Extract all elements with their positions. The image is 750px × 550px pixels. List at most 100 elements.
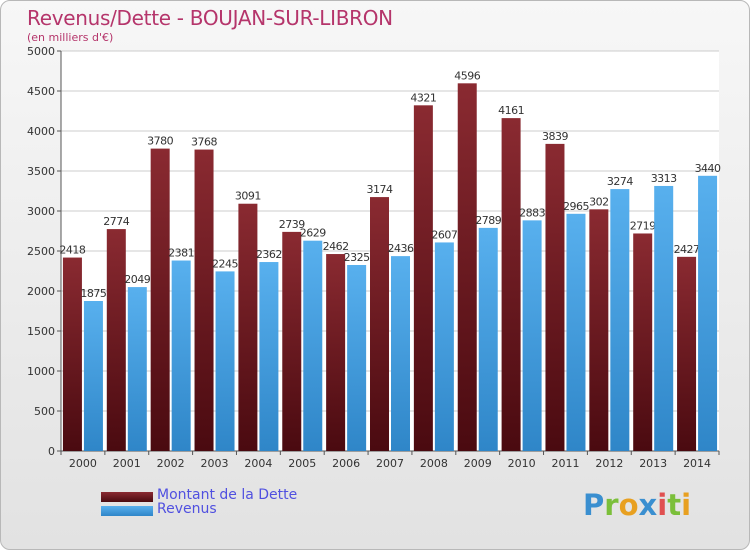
data-label: 2739 <box>279 218 305 231</box>
data-label: 2436 <box>388 242 414 255</box>
x-tick-label: 2000 <box>69 457 97 470</box>
bar-revenus <box>171 260 191 451</box>
y-tick-label: 5000 <box>27 45 55 58</box>
data-label: 2965 <box>563 200 589 213</box>
data-label: 2381 <box>168 247 194 260</box>
bar-dette <box>326 254 346 451</box>
data-label: 2774 <box>103 215 129 228</box>
x-tick-label: 2002 <box>157 457 185 470</box>
proxiti-logo: Proxiti <box>583 488 691 522</box>
x-tick-label: 2003 <box>201 457 229 470</box>
bar-revenus <box>522 220 542 451</box>
bar-revenus <box>654 185 674 451</box>
bar-revenus <box>83 301 103 451</box>
y-tick-label: 4500 <box>27 85 55 98</box>
logo-letter: t <box>667 488 682 522</box>
data-label: 2719 <box>630 219 656 232</box>
bar-dette <box>501 118 521 452</box>
bar-dette <box>282 231 302 451</box>
x-tick-label: 2009 <box>464 457 492 470</box>
x-tick-label: 2005 <box>288 457 316 470</box>
chart-subtitle: (en milliers d'€) <box>27 31 114 44</box>
bar-revenus <box>391 256 410 451</box>
x-tick-label: 2001 <box>113 457 141 470</box>
y-tick-label: 500 <box>34 405 55 418</box>
data-label: 3768 <box>191 136 217 149</box>
logo-letter: i <box>681 488 692 522</box>
data-label: 3174 <box>367 183 393 196</box>
data-label: 4161 <box>498 104 524 117</box>
data-label: 2362 <box>256 248 282 261</box>
data-label: 2049 <box>124 273 150 286</box>
bar-dette <box>62 257 82 451</box>
bar-dette <box>413 105 433 451</box>
data-label: 4596 <box>454 69 480 82</box>
y-tick-label: 0 <box>48 445 55 458</box>
y-tick-label: 3500 <box>27 165 55 178</box>
bar-dette <box>238 203 258 451</box>
data-label: 2462 <box>323 240 349 253</box>
logo-letter: r <box>604 488 619 522</box>
legend-swatch-dette <box>101 492 153 502</box>
data-label: 2418 <box>59 244 85 257</box>
x-tick-label: 2014 <box>683 457 711 470</box>
x-tick-label: 2008 <box>420 457 448 470</box>
legend-label-revenus: Revenus <box>157 501 217 517</box>
logo-letter: i <box>657 488 668 522</box>
bar-dette <box>370 197 389 451</box>
x-tick-label: 2013 <box>639 457 667 470</box>
y-tick-label: 1000 <box>27 365 55 378</box>
y-tick-label: 2500 <box>27 245 55 258</box>
y-tick-label: 1500 <box>27 325 55 338</box>
data-label: 3839 <box>542 130 568 143</box>
x-tick-label: 2007 <box>376 457 404 470</box>
bar-revenus <box>347 265 367 451</box>
x-tick-label: 2004 <box>244 457 272 470</box>
bar-revenus <box>303 240 323 451</box>
chart-title: Revenus/Dette - BOUJAN-SUR-LIBRON <box>27 6 393 30</box>
bar-revenus <box>566 213 586 451</box>
x-tick-label: 2010 <box>508 457 536 470</box>
logo-letter: o <box>618 488 639 522</box>
bar-revenus <box>698 175 718 452</box>
bar-dette <box>677 256 697 451</box>
data-label: 3313 <box>651 172 677 185</box>
data-label: 2789 <box>475 214 501 227</box>
data-label: 1875 <box>80 287 106 300</box>
data-label: 2629 <box>300 227 326 240</box>
bar-dette <box>589 209 609 451</box>
data-label: 302 <box>589 195 609 208</box>
bar-dette <box>545 143 565 451</box>
x-tick-label: 2012 <box>595 457 623 470</box>
logo-letter: x <box>638 488 658 522</box>
data-label: 4321 <box>410 91 436 104</box>
y-tick-label: 4000 <box>27 125 55 138</box>
x-tick-label: 2011 <box>551 457 579 470</box>
bar-dette <box>150 148 170 451</box>
logo-letter: P <box>583 488 605 522</box>
data-label: 2427 <box>674 243 700 256</box>
bar-dette <box>106 229 126 451</box>
bar-revenus <box>610 189 630 451</box>
bar-revenus <box>127 287 147 451</box>
bar-revenus <box>434 242 454 451</box>
data-label: 3091 <box>235 190 261 203</box>
legend-label-dette: Montant de la Dette <box>157 487 298 503</box>
legend-swatch-revenus <box>101 506 153 516</box>
y-tick-label: 2000 <box>27 285 55 298</box>
bar-dette <box>457 83 477 451</box>
bar-revenus <box>259 262 279 451</box>
data-label: 2325 <box>344 251 370 264</box>
data-label: 3440 <box>695 162 721 175</box>
data-label: 2607 <box>431 228 457 241</box>
bar-dette <box>194 149 214 451</box>
bar-revenus <box>478 227 498 451</box>
data-label: 3780 <box>147 135 173 148</box>
data-label: 2245 <box>212 257 238 270</box>
bar-revenus <box>215 271 235 451</box>
data-label: 3274 <box>607 175 633 188</box>
x-tick-label: 2006 <box>332 457 360 470</box>
y-tick-label: 3000 <box>27 205 55 218</box>
